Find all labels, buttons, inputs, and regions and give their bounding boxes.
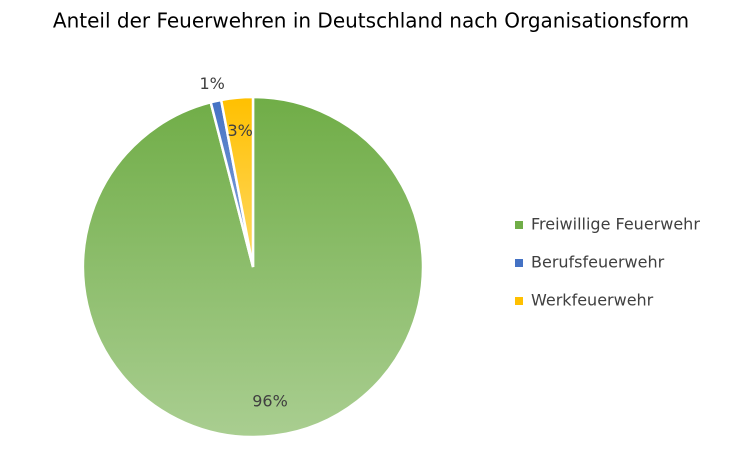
pie-slice	[219, 95, 255, 268]
legend-label: Freiwillige Feuerwehr	[531, 215, 700, 234]
data-label: 1%	[200, 74, 225, 93]
legend-marker	[515, 297, 523, 305]
legend-label: Werkfeuerwehr	[531, 291, 654, 310]
data-label: 96%	[252, 391, 288, 410]
pie-slice	[81, 95, 425, 439]
legend-marker	[515, 259, 523, 267]
data-label: 3%	[228, 121, 253, 140]
legend-label: Berufsfeuerwehr	[531, 253, 665, 272]
chart-title: Anteil der Feuerwehren in Deutschland na…	[53, 9, 689, 33]
legend-marker	[515, 221, 523, 229]
